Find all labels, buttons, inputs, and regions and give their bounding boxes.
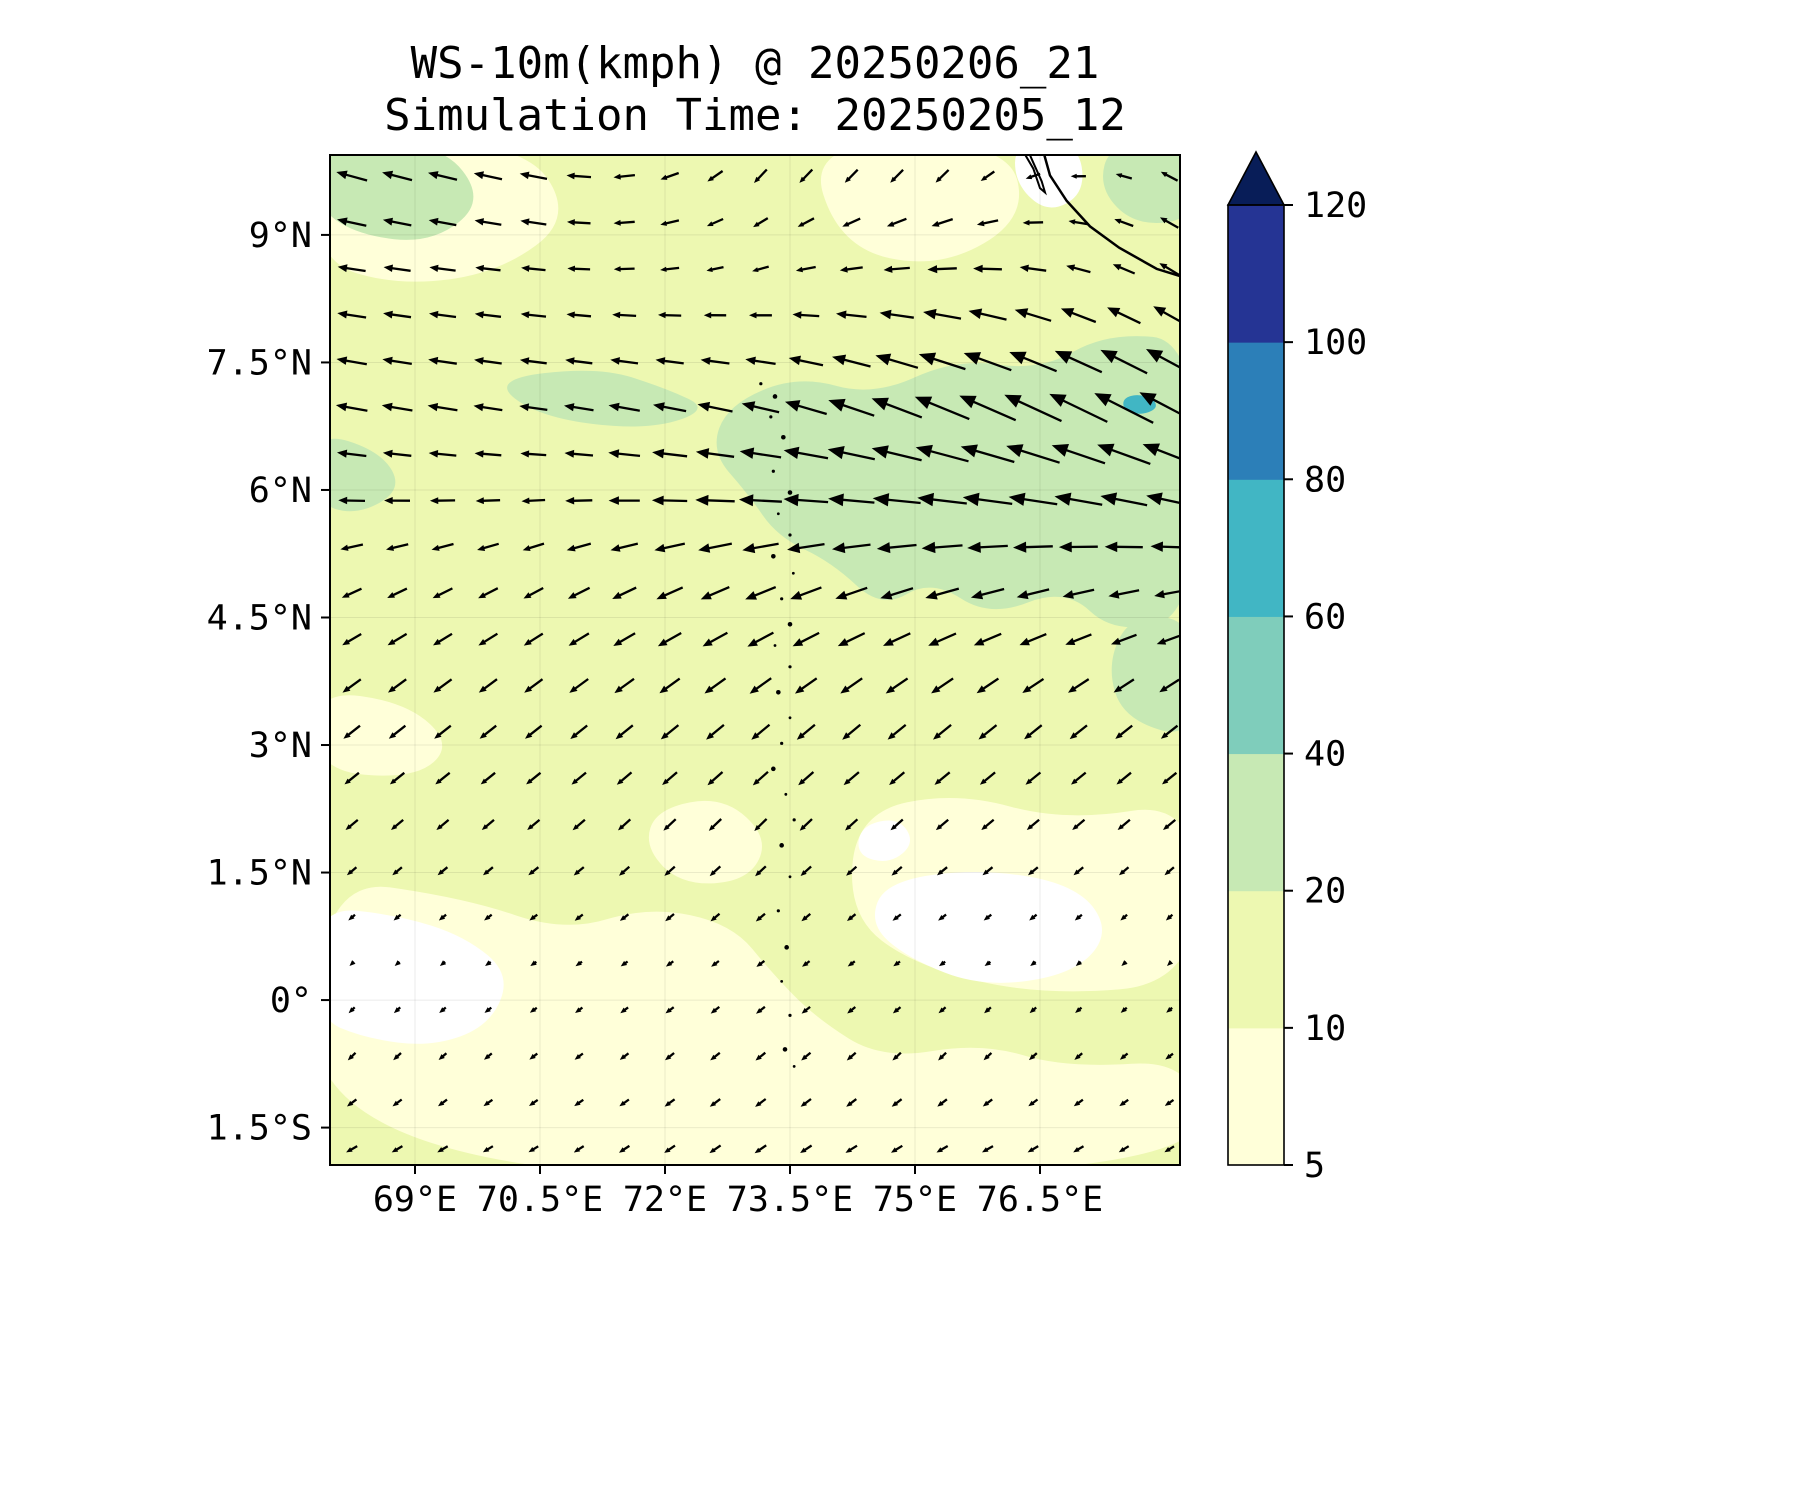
chart-title-line2: Simulation Time: 20250205_12: [384, 89, 1126, 141]
lagoon-path: [1024, 155, 1047, 196]
contour-region-white-small-east: [858, 820, 911, 861]
grid-lines: [330, 155, 1180, 1165]
colorbar-band: [1228, 890, 1284, 1029]
x-axis: 69°E 70.5°E 72°E 73.5°E 75°E 76.5°E: [373, 1165, 1103, 1220]
colorbar-outline: [1227, 204, 1285, 1166]
map-frame: [329, 154, 1181, 1166]
colorbar-band: [1228, 342, 1284, 480]
island-dot: [781, 434, 786, 440]
contour-region-white-left-equator: [330, 910, 504, 1044]
y-tick-label: 4.5°N: [207, 598, 312, 638]
colorbar-band: [1228, 205, 1284, 343]
chart-title: WS-10m(kmph) @ 20250206_21 Simulation Ti…: [330, 38, 1180, 142]
x-tick-label: 69°E: [373, 1180, 457, 1220]
colorbar-tick-label: 40: [1304, 735, 1346, 775]
island-dot: [771, 553, 776, 559]
island-dot: [780, 979, 784, 983]
island-dot: [759, 382, 763, 386]
coastline: [1024, 155, 1180, 278]
island-dot: [792, 818, 796, 822]
island-dot: [782, 1047, 788, 1052]
island-dot: [784, 945, 789, 950]
y-tick-label: 7.5°N: [207, 343, 312, 383]
colorbar: 5 10 20 40 60 80 100 120: [1226, 150, 1367, 1186]
wind-arrows: [335, 168, 1180, 1154]
x-tick-label: 73.5°E: [727, 1180, 853, 1220]
x-tick-label: 70.5°E: [477, 1180, 603, 1220]
coastline-path: [1043, 155, 1180, 278]
colorbar-tick-label: 100: [1304, 323, 1367, 363]
island-dot: [784, 792, 788, 796]
island-dot: [779, 843, 784, 848]
island-dot: [776, 909, 780, 913]
colorbar-tick-label: 120: [1304, 186, 1367, 226]
island-dot: [788, 533, 792, 537]
y-tick-label: 0°: [270, 981, 312, 1021]
island-dot: [772, 394, 778, 399]
island-dot: [769, 415, 773, 419]
contour-region-pale-center: [648, 800, 762, 884]
colorbar-tick-label: 5: [1304, 1146, 1325, 1186]
x-tick-label: 75°E: [873, 1180, 957, 1220]
colorbar-band: [1228, 479, 1284, 617]
y-tick-label: 1.5°S: [207, 1109, 312, 1149]
y-tick-label: 9°N: [249, 216, 312, 256]
contour-region-green-tongue-west: [507, 370, 698, 427]
map-border: [329, 154, 1181, 1166]
x-tick-label: 76.5°E: [977, 1180, 1103, 1220]
contour-region-pale-south: [330, 886, 1180, 1165]
island-dot: [771, 766, 776, 772]
contour-region-green-right-edge: [1111, 616, 1180, 732]
island-dot: [791, 571, 795, 575]
island-dot: [771, 469, 775, 473]
contour-region-white-coast-strip: [1015, 155, 1083, 208]
contour-region-pale-left: [330, 695, 443, 776]
island-dot: [787, 490, 793, 495]
island-dot: [776, 690, 781, 695]
colorbar-band: [1228, 616, 1284, 755]
chart-title-line1: WS-10m(kmph) @ 20250206_21: [410, 38, 1100, 89]
island-dot: [788, 1013, 792, 1017]
contour-region-green-corner-ne: [1103, 155, 1180, 223]
contour-region-pale-top-center: [821, 155, 1020, 262]
y-tick-label: 3°N: [249, 726, 312, 766]
island-dot: [788, 875, 792, 879]
x-tick-label: 72°E: [623, 1180, 707, 1220]
island-dot: [780, 597, 784, 601]
island-dot: [773, 644, 777, 647]
island-dot: [792, 1064, 796, 1068]
contour-region-white-right-equator: [874, 871, 1103, 983]
colorbar-tick-label: 20: [1304, 872, 1346, 912]
y-tick-label: 6°N: [249, 471, 312, 511]
island-dot: [788, 665, 792, 669]
colorbar-band: [1228, 1027, 1284, 1166]
y-tick-label: 1.5°N: [207, 854, 312, 894]
island-dot: [780, 741, 784, 745]
island-dot: [776, 512, 780, 516]
colorbar-tick-label: 10: [1304, 1009, 1346, 1049]
colorbar-tick-label: 80: [1304, 460, 1346, 500]
y-axis: 9°N 7.5°N 6°N 4.5°N 3°N 1.5°N 0° 1.5°S: [207, 216, 330, 1149]
contour-fill: [330, 155, 1180, 1165]
colorbar-band: [1228, 753, 1284, 892]
colorbar-over-arrow: [1226, 150, 1286, 206]
colorbar-tick-label: 60: [1304, 597, 1346, 637]
island-dot: [788, 716, 792, 720]
contour-region-green-main-east: [716, 336, 1180, 628]
island-dot: [787, 621, 793, 627]
